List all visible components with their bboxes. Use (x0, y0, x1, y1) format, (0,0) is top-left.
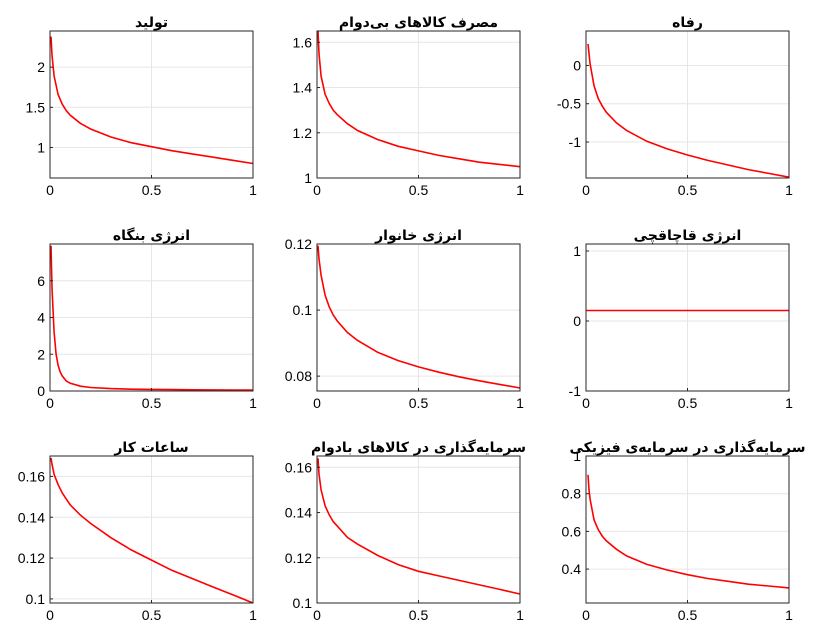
y-tick-label: 0.16 (285, 459, 312, 475)
subplot-title: سرمایه‌گذاری در سرمایه‌ی فیزیکی (569, 439, 805, 456)
x-tick-label: 0 (313, 607, 321, 623)
y-tick-label: 1 (37, 139, 45, 155)
subplot-title: تولید (135, 15, 168, 31)
series-line (50, 245, 254, 391)
y-tick-label: 0.12 (285, 550, 312, 566)
y-tick-label: 0 (573, 313, 581, 329)
y-tick-label: 1.5 (26, 99, 46, 115)
x-tick-label: 0.5 (678, 395, 698, 411)
x-tick-label: 1 (516, 607, 524, 623)
y-tick-label: 0.1 (293, 302, 313, 318)
x-tick-label: 0 (46, 182, 54, 198)
y-tick-label: 0.8 (562, 486, 582, 502)
y-tick-label: 1 (573, 243, 581, 259)
y-tick-label: 2 (37, 59, 45, 75)
series-line (317, 458, 521, 595)
y-tick-label: 1 (573, 448, 581, 464)
x-tick-label: 0.5 (678, 607, 698, 623)
y-tick-label: 1 (304, 170, 312, 186)
y-tick-label: 0 (573, 57, 581, 73)
subplot: 0 0.5 1 0.08 0.1 0.12 انرژی خانوار (285, 228, 524, 411)
subplot: 0 0.5 1 0.1 0.12 0.14 0.16 ساعات کار (18, 440, 257, 623)
x-tick-label: 0 (313, 395, 321, 411)
y-tick-label: 1.6 (293, 34, 313, 50)
y-tick-label: 0.14 (285, 505, 312, 521)
x-tick-label: 0 (46, 607, 54, 623)
subplot-title: انرژی بنگاه (113, 227, 190, 244)
y-tick-label: 1.2 (293, 125, 313, 141)
y-tick-label: 0.14 (18, 509, 45, 525)
y-tick-label: 0.1 (26, 591, 46, 607)
x-tick-label: 0 (46, 395, 54, 411)
subplot-grid: 0 0.5 1 1 1.5 2 تولید 0 0.5 1 1 1.2 1.4 1.6 مصرف کالاه… (18, 15, 806, 623)
x-tick-label: 1 (249, 395, 257, 411)
series-line (50, 36, 254, 165)
x-tick-label: 1 (516, 182, 524, 198)
subplot: 0 0.5 1 0 2 4 6 انرژی بنگاه (37, 227, 257, 411)
x-tick-label: 0.5 (142, 607, 162, 623)
series-line (317, 245, 521, 389)
subplot-title: انرژی قاچاقچی (634, 228, 742, 244)
x-tick-label: 0.5 (409, 607, 429, 623)
y-tick-label: 0.1 (293, 595, 313, 611)
x-tick-label: 0 (582, 182, 590, 198)
y-tick-label: 1.4 (293, 80, 313, 96)
y-tick-label: 6 (37, 273, 45, 289)
x-tick-label: 1 (249, 607, 257, 623)
series-line (587, 43, 790, 178)
y-tick-label: 2 (37, 346, 45, 362)
y-tick-label: 0.12 (18, 550, 45, 566)
y-tick-label: 0.12 (285, 236, 312, 252)
x-tick-label: 1 (785, 395, 793, 411)
subplot-title: مصرف کالاهای بی‌دوام (339, 15, 498, 31)
y-tick-label: 0.08 (285, 368, 312, 384)
x-tick-label: 1 (516, 395, 524, 411)
y-tick-label: -0.5 (557, 96, 581, 112)
x-tick-label: 0 (582, 395, 590, 411)
x-tick-label: 0.5 (142, 182, 162, 198)
x-tick-label: 1 (785, 607, 793, 623)
subplot: 0 0.5 1 1 1.5 2 تولید (26, 15, 258, 198)
subplot-title: رفاه (672, 15, 703, 31)
x-tick-label: 0.5 (678, 182, 698, 198)
series-line (587, 474, 790, 589)
series-line (317, 30, 521, 168)
x-tick-label: 0.5 (409, 395, 429, 411)
y-tick-label: 0.4 (562, 561, 582, 577)
subplot-title: ساعات کار (113, 440, 188, 456)
subplot-title: انرژی خانوار (374, 228, 462, 244)
series-line (50, 457, 254, 604)
subplot-title: سرمایه‌گذاری در کالاهای بادوام (311, 439, 526, 456)
y-tick-label: 0.16 (18, 468, 45, 484)
x-tick-label: 0.5 (142, 395, 162, 411)
y-tick-label: 4 (37, 310, 45, 326)
x-tick-label: 0 (313, 182, 321, 198)
subplot: 0 0.5 1 1 1.2 1.4 1.6 مصرف کالاهای بی‌دوام (293, 15, 525, 198)
subplot: 0 0.5 1 0.1 0.12 0.14 0.16 سرمایه‌گذاری در کالا… (285, 439, 526, 623)
x-tick-label: 0 (582, 607, 590, 623)
y-tick-label: -1 (569, 383, 582, 399)
subplot: 0 0.5 1 -1 -0.5 0 رفاه (557, 15, 793, 198)
x-tick-label: 1 (249, 182, 257, 198)
x-tick-label: 1 (785, 182, 793, 198)
x-tick-label: 0.5 (409, 182, 429, 198)
y-tick-label: -1 (569, 134, 582, 150)
y-tick-label: 0 (37, 383, 45, 399)
y-tick-label: 0.6 (562, 523, 582, 539)
